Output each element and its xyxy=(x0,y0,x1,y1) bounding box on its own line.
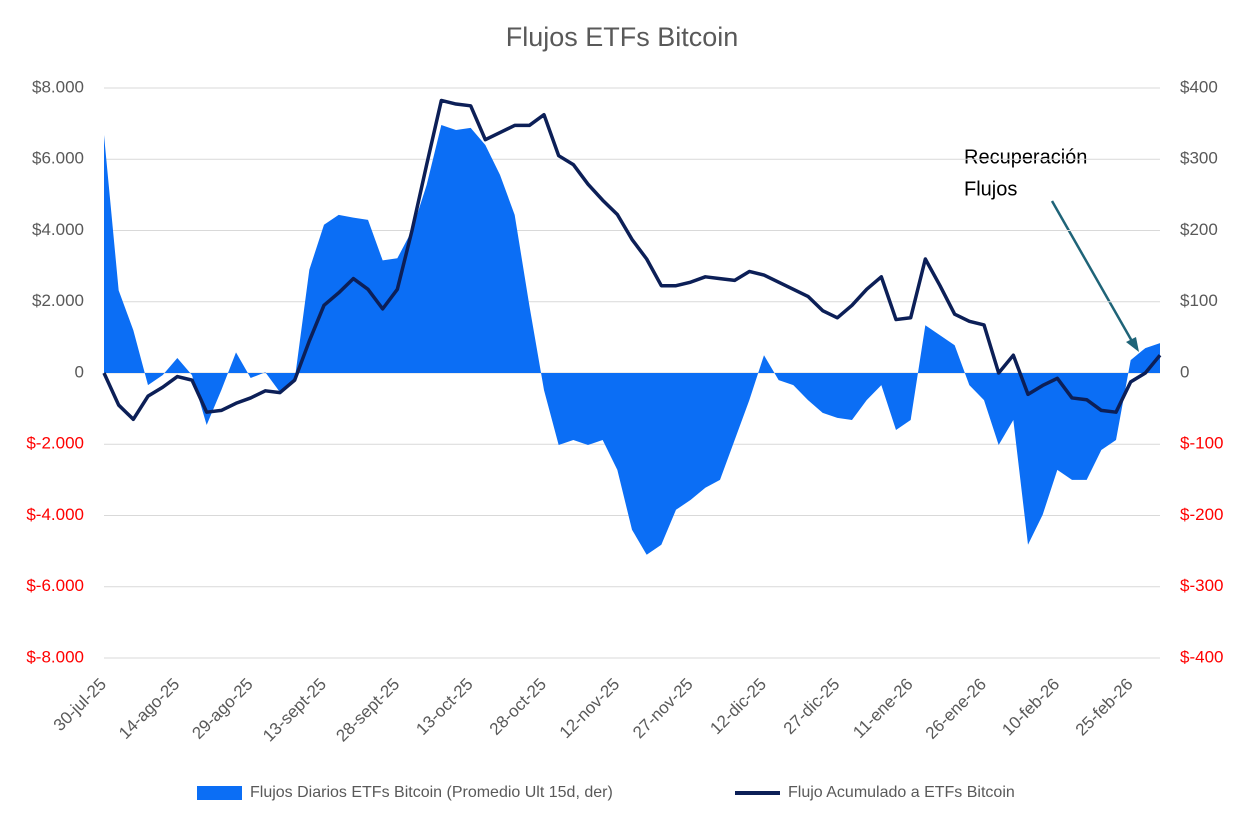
y2-tick-label: $-300 xyxy=(1180,576,1223,595)
y2-tick-label: $100 xyxy=(1180,291,1218,310)
y-tick-label: $-4.000 xyxy=(26,505,84,524)
x-tick-label: 27-dic-25 xyxy=(780,675,844,739)
y2-tick-label: $300 xyxy=(1180,149,1218,168)
y2-tick-label: $400 xyxy=(1180,77,1218,96)
annotation: Flujos xyxy=(964,178,1017,200)
y-tick-label: 0 xyxy=(75,362,84,381)
x-tick-label: 25-feb-26 xyxy=(1072,675,1137,740)
x-tick-label: 13-sept-25 xyxy=(259,675,330,746)
x-tick-label: 11-ene-26 xyxy=(849,675,916,742)
annotation-arrowhead xyxy=(1126,337,1139,352)
x-tick-label: 10-feb-26 xyxy=(998,675,1063,740)
y-tick-label: $2.000 xyxy=(32,291,84,310)
x-tick-label: 12-nov-25 xyxy=(556,675,624,743)
y2-tick-label: $-100 xyxy=(1180,434,1223,453)
y2-tick-label: $-200 xyxy=(1180,505,1223,524)
x-tick-label: 12-dic-25 xyxy=(706,675,770,739)
y-tick-label: $8.000 xyxy=(32,77,84,96)
annotation-arrow xyxy=(1050,200,1135,344)
plot-area xyxy=(102,87,1162,659)
legend-swatch xyxy=(197,786,242,800)
x-tick-label: 14-ago-25 xyxy=(115,675,183,743)
annotation: Recuperación xyxy=(964,146,1087,168)
y-tick-label: $-2.000 xyxy=(26,434,84,453)
legend-label: Flujo Acumulado a ETFs Bitcoin xyxy=(788,784,1015,801)
x-tick-label: 28-sept-25 xyxy=(332,675,403,746)
x-tick-label: 26-ene-26 xyxy=(922,675,990,743)
y-tick-label: $-8.000 xyxy=(26,647,84,666)
chart-title: Flujos ETFs Bitcoin xyxy=(506,22,739,52)
x-tick-label: 29-ago-25 xyxy=(188,675,256,743)
y-tick-label: $6.000 xyxy=(32,149,84,168)
x-tick-label: 13-oct-25 xyxy=(412,675,476,739)
x-tick-label: 30-jul-25 xyxy=(50,675,110,735)
y2-tick-label: 0 xyxy=(1180,362,1189,381)
x-tick-label: 28-oct-25 xyxy=(486,675,550,739)
area xyxy=(104,125,1160,555)
y-tick-label: $4.000 xyxy=(32,220,84,239)
y2-tick-label: $-400 xyxy=(1180,647,1223,666)
y-tick-label: $-6.000 xyxy=(26,576,84,595)
line xyxy=(102,98,1162,422)
legend-label: Flujos Diarios ETFs Bitcoin (Promedio Ul… xyxy=(250,784,613,801)
y2-tick-label: $200 xyxy=(1180,220,1218,239)
x-tick-label: 27-nov-25 xyxy=(629,675,697,743)
